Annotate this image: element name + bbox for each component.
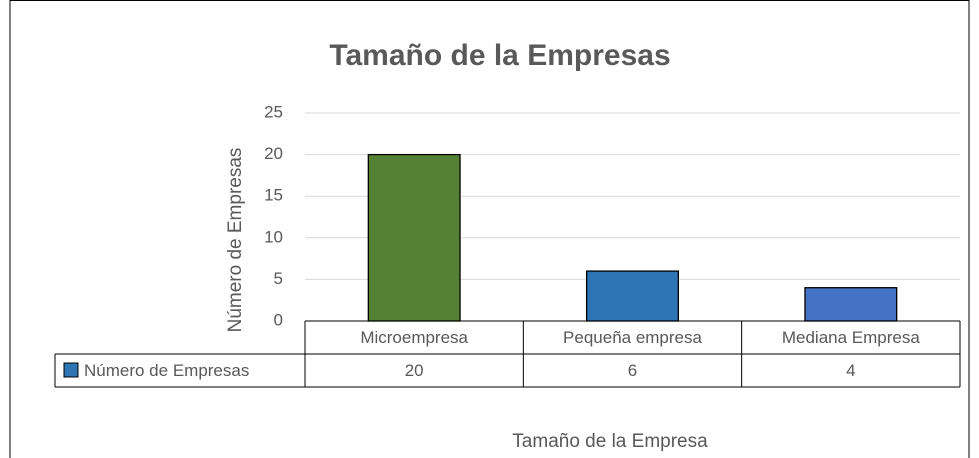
x-tick-label: Pequeña empresa [563, 328, 702, 347]
bar [367, 153, 461, 322]
x-tick-label: Mediana Empresa [782, 328, 921, 347]
y-tick-label: 20 [264, 144, 283, 163]
y-tick-label: 25 [264, 102, 283, 121]
chart-title: Tamaño de la Empresas [329, 39, 670, 72]
bar [804, 287, 898, 322]
bar [586, 270, 680, 322]
y-axis-label: Número de Empresas [225, 148, 246, 333]
legend-label: Número de Empresas [84, 361, 249, 380]
y-tick-label: 0 [274, 310, 283, 329]
y-tick-label: 15 [264, 186, 283, 205]
legend-key [63, 362, 79, 378]
table-value: 20 [405, 361, 424, 380]
table-value: 4 [846, 361, 855, 380]
chart-border [9, 0, 970, 458]
x-tick-label: Microempresa [360, 328, 468, 347]
x-axis-label: Tamaño de la Empresa [512, 431, 708, 452]
table-value: 6 [628, 361, 637, 380]
y-tick-label: 5 [274, 269, 283, 288]
y-tick-label: 10 [264, 227, 283, 246]
